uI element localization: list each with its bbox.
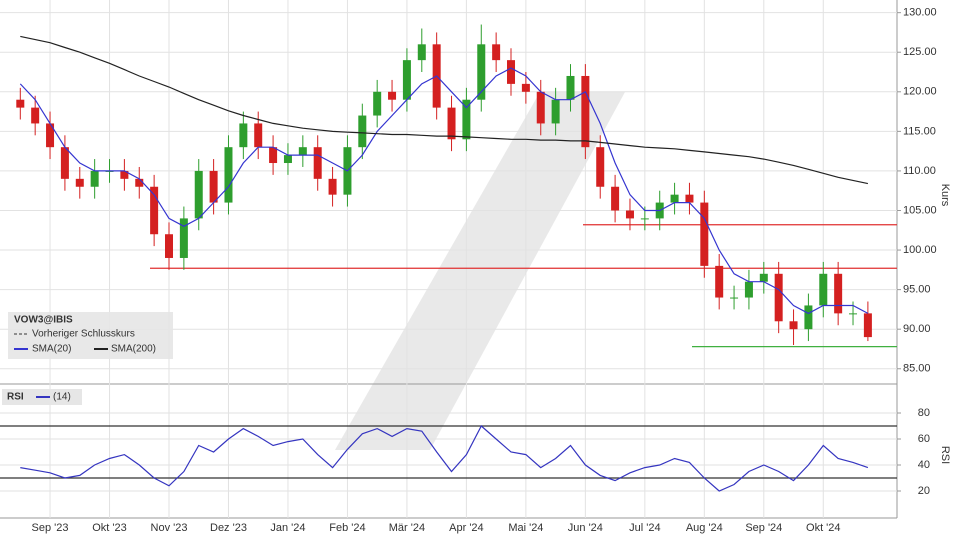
legend-label: Vorheriger Schlusskurs <box>32 329 135 340</box>
y-tick-label: 40 <box>918 459 930 471</box>
y-tick-label: 85.00 <box>903 363 931 375</box>
candle-body <box>477 44 486 100</box>
y-tick-label: 90.00 <box>903 323 931 335</box>
candle-body <box>685 194 694 203</box>
legend-label[interactable]: SMA(200) <box>111 344 156 355</box>
candle-body <box>46 123 55 148</box>
y-tick-label: 20 <box>918 485 930 497</box>
candle-body <box>819 273 828 306</box>
candle-body <box>507 60 516 84</box>
legend-label[interactable]: SMA(20) <box>32 344 71 355</box>
candle-body <box>417 44 426 61</box>
candle-body <box>551 99 560 124</box>
line-series <box>19 67 869 315</box>
candle-body <box>298 147 307 156</box>
y-tick-label: 120.00 <box>903 86 937 98</box>
x-tick-label: Okt '23 <box>92 522 127 534</box>
candle-body <box>388 91 397 100</box>
legend-box <box>8 312 173 359</box>
candle-body <box>492 44 501 61</box>
watermark <box>335 92 625 450</box>
x-tick-label: Mär '24 <box>389 522 425 534</box>
candle-body <box>863 313 872 338</box>
candle-body <box>283 155 292 164</box>
x-tick-label: Okt '24 <box>806 522 841 534</box>
candle-body <box>209 170 218 203</box>
candle-body <box>373 91 382 116</box>
legend-label[interactable]: (14) <box>53 392 71 403</box>
x-tick-label: Apr '24 <box>449 522 484 534</box>
y-tick-label: 125.00 <box>903 46 937 58</box>
candle-body <box>670 194 679 203</box>
marks <box>0 24 897 492</box>
candle-body <box>120 170 129 179</box>
y-axis-title: RSI <box>939 446 951 464</box>
candle-body <box>239 123 248 148</box>
candle-body <box>521 83 530 92</box>
candle-body <box>596 147 605 187</box>
candle-body <box>313 147 322 179</box>
candle-body <box>194 170 203 219</box>
y-tick-label: 115.00 <box>903 125 936 137</box>
x-tick-label: Nov '23 <box>151 522 188 534</box>
candle-body <box>358 115 367 148</box>
candle-body <box>224 147 233 203</box>
y-tick-label: 130.00 <box>903 7 937 19</box>
line-series <box>20 425 869 492</box>
x-tick-label: Sep '24 <box>745 522 782 534</box>
x-tick-label: Sep '23 <box>32 522 69 534</box>
line-series <box>20 35 869 185</box>
candle-body <box>611 186 620 211</box>
candle-body <box>165 234 173 258</box>
x-tick-label: Feb '24 <box>329 522 365 534</box>
candle-body <box>730 297 739 299</box>
candle-body <box>60 147 69 179</box>
candle-body <box>75 178 84 187</box>
candle-body <box>789 321 798 330</box>
candle-body <box>135 178 144 187</box>
y-tick-label: 110.00 <box>903 165 936 177</box>
candle-body <box>581 75 590 148</box>
candle-body <box>254 123 263 148</box>
candle-body <box>31 107 40 124</box>
candle-body <box>536 91 545 124</box>
y-tick-label: 95.00 <box>903 284 931 296</box>
symbol: VOW3@IBIS <box>14 315 73 326</box>
candle-body <box>715 265 724 298</box>
candle-body <box>150 186 159 235</box>
rsi-title: RSI <box>7 392 24 403</box>
x-tick-label: Mai '24 <box>508 522 543 534</box>
candle-body <box>90 170 99 187</box>
x-tick-label: Dez '23 <box>210 522 247 534</box>
y-tick-label: 80 <box>918 407 930 419</box>
grid <box>0 0 897 518</box>
y-axis-title: Kurs <box>939 184 951 207</box>
candle-body <box>328 178 337 195</box>
candle-body <box>774 273 783 322</box>
candle-body <box>849 313 858 315</box>
candle-body <box>16 99 25 108</box>
candle-body <box>640 218 649 220</box>
x-tick-label: Jan '24 <box>270 522 305 534</box>
candle-body <box>804 305 813 330</box>
x-tick-label: Jun '24 <box>568 522 603 534</box>
candle-body <box>834 273 843 314</box>
candle-body <box>269 147 278 164</box>
candle-body <box>566 75 575 100</box>
x-tick-label: Aug '24 <box>686 522 723 534</box>
y-tick-label: 105.00 <box>903 204 937 216</box>
candle-body <box>700 202 709 266</box>
y-tick-label: 100.00 <box>903 244 937 256</box>
candle-body <box>462 99 471 140</box>
candle-body <box>759 273 768 282</box>
candle-body <box>744 281 753 298</box>
candle-body <box>447 107 456 140</box>
x-tick-label: Jul '24 <box>629 522 660 534</box>
candle-body <box>402 60 411 100</box>
y-tick-label: 60 <box>918 433 930 445</box>
candle-body <box>625 210 634 219</box>
candle-body <box>179 218 188 258</box>
